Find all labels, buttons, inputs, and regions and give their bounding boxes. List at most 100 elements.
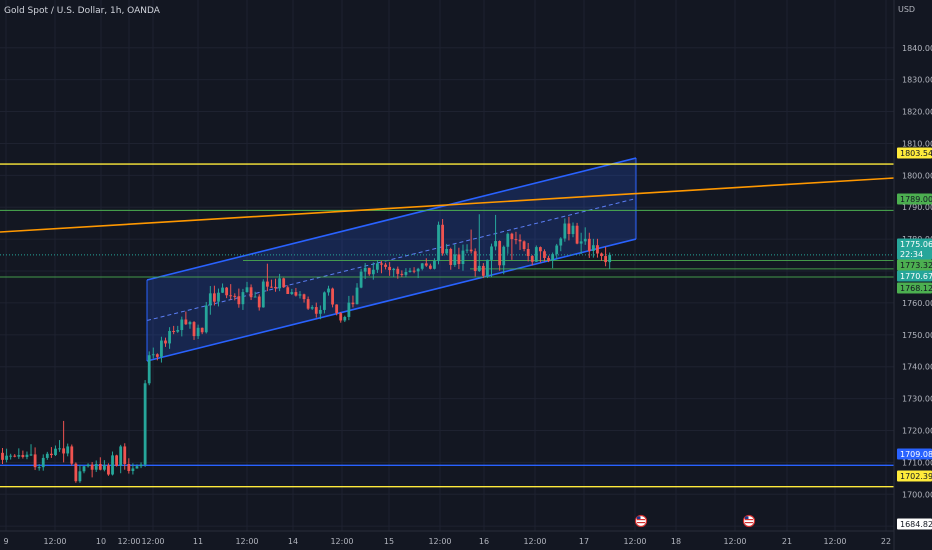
- candle: [310, 305, 314, 310]
- candle: [477, 214, 481, 272]
- candle: [58, 440, 61, 452]
- candle-body: [404, 271, 408, 275]
- candle-body: [192, 322, 196, 337]
- candle: [587, 232, 591, 258]
- price-badge-bg: [897, 270, 932, 282]
- price-badge-label: 22:34: [900, 250, 923, 259]
- candle: [465, 244, 469, 254]
- us-flag-icon[interactable]: [742, 514, 756, 528]
- candle: [388, 262, 392, 276]
- candle-body: [168, 330, 171, 344]
- candle: [469, 229, 473, 254]
- parallel-channel: [146, 157, 637, 362]
- candle-body: [143, 383, 147, 465]
- candle: [494, 214, 497, 251]
- candle-body: [469, 249, 473, 252]
- candle-body: [107, 465, 110, 475]
- candle: [559, 237, 563, 252]
- candle: [318, 305, 322, 320]
- time-tick-label: 12:00: [428, 537, 451, 546]
- candle-body: [339, 313, 343, 321]
- price-badge-label: 1768.124: [900, 284, 932, 293]
- candle-body: [534, 247, 538, 262]
- candle: [420, 263, 424, 271]
- candle: [461, 244, 465, 271]
- candle-body: [86, 464, 90, 467]
- candle-body: [90, 464, 94, 470]
- us-flag-icon[interactable]: [634, 514, 648, 528]
- time-tick-label: 12:00: [623, 537, 646, 546]
- candle-body: [9, 455, 13, 457]
- candle: [473, 248, 477, 277]
- candle: [306, 296, 310, 310]
- price-badge: 1709.080: [897, 448, 932, 460]
- candle: [380, 261, 383, 274]
- candle-body: [249, 287, 253, 298]
- candle: [1, 448, 4, 464]
- candle-body: [604, 256, 607, 263]
- candle: [604, 246, 607, 267]
- candle: [86, 463, 90, 468]
- candle: [445, 243, 449, 256]
- price-badge: 22:34: [897, 248, 932, 260]
- candle-body: [355, 287, 359, 305]
- candle: [424, 258, 428, 267]
- candle: [408, 267, 412, 273]
- price-badge: 1775.060: [897, 238, 932, 250]
- candle-body: [196, 327, 200, 337]
- price-badge-bg: [897, 282, 932, 294]
- candle-body: [290, 292, 294, 294]
- us-flag-stripe: [637, 519, 645, 521]
- time-tick-label: 12:00: [117, 537, 140, 546]
- time-tick-label: 14: [288, 537, 298, 546]
- candle-body: [310, 307, 314, 309]
- price-badge: 1770.675: [897, 270, 932, 282]
- candle: [522, 240, 526, 252]
- candle-body: [302, 294, 306, 300]
- currency-label: USD: [898, 5, 916, 14]
- price-badge-label: 1789.000: [900, 195, 932, 204]
- price-badge-bg: [897, 193, 932, 205]
- candle: [225, 286, 229, 299]
- us-flag-stripe: [637, 522, 645, 524]
- candle: [290, 288, 294, 295]
- candle-body: [237, 296, 241, 305]
- candle: [526, 242, 530, 262]
- candle: [147, 351, 151, 386]
- us-flag-stripe: [745, 522, 753, 524]
- candle: [428, 263, 432, 270]
- candle: [237, 288, 241, 308]
- price-tick-label: 1700.000: [902, 490, 932, 499]
- candle: [9, 453, 13, 460]
- candle-body: [445, 249, 449, 254]
- candle: [514, 231, 518, 245]
- candle-body: [82, 466, 86, 472]
- us-flag-canton: [745, 516, 749, 519]
- candle-body: [306, 299, 310, 309]
- candle-body: [502, 246, 506, 266]
- candle: [302, 293, 306, 303]
- candle-body: [54, 448, 57, 456]
- candle-body: [318, 309, 322, 314]
- candle-body: [111, 455, 114, 475]
- price-badge-bg: [897, 238, 932, 250]
- candle: [25, 451, 29, 460]
- price-badge-bg: [897, 248, 932, 260]
- candle: [90, 462, 94, 478]
- candle: [70, 444, 74, 466]
- candle-body: [347, 302, 351, 317]
- candle-body: [490, 246, 493, 260]
- candle: [278, 273, 281, 292]
- candle-body: [188, 322, 192, 325]
- candle: [314, 302, 318, 318]
- candle-body: [559, 238, 563, 246]
- candle: [335, 304, 339, 316]
- candle: [151, 347, 155, 359]
- time-axis: 9 12:00 10 12:00 12:00 11 12:00 14 12:00 15 12:00 1…: [0, 530, 894, 546]
- price-badge: 1702.394: [897, 470, 932, 482]
- price-tick-label: 1830.000: [902, 76, 932, 85]
- candle-body: [587, 238, 591, 251]
- candle-body: [78, 471, 82, 482]
- candle: [543, 249, 546, 262]
